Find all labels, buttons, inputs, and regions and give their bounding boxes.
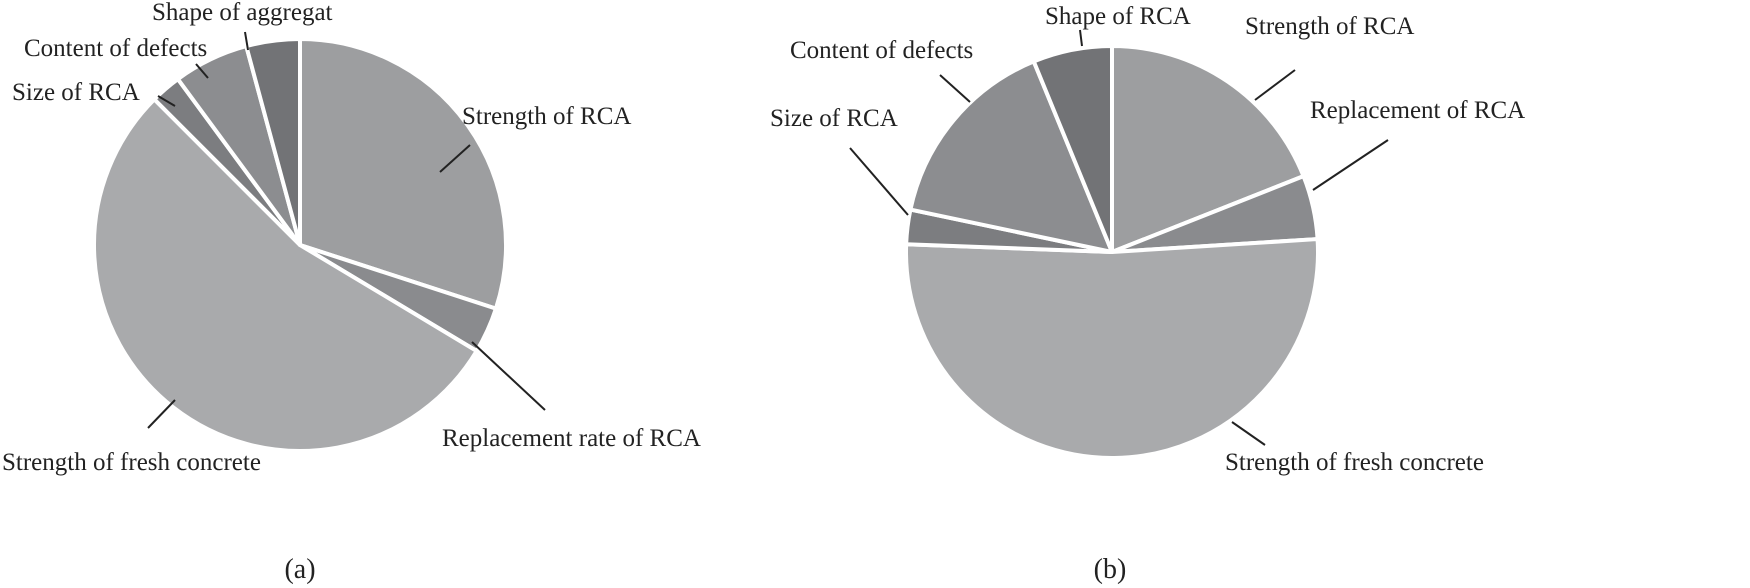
label-b-shape: Shape of RCA (1045, 3, 1191, 30)
leader-b-1 (1312, 139, 1389, 191)
label-a-fresh: Strength of fresh concrete (2, 449, 261, 476)
pie-b (904, 44, 1320, 461)
leader-a-1 (471, 341, 546, 411)
label-b-content: Content of defects (790, 37, 973, 64)
leader-b-3 (849, 147, 909, 216)
pie-slice-5 (1031, 44, 1114, 254)
leader-a-0 (439, 144, 471, 173)
leader-b-4 (939, 74, 971, 103)
label-b-fresh: Strength of fresh concrete (1225, 449, 1484, 476)
leader-a-2 (147, 399, 176, 429)
leader-b-2 (1231, 421, 1266, 446)
label-a-strength-rca: Strength of RCA (462, 103, 631, 130)
label-b-strength-rca: Strength of RCA (1245, 13, 1414, 40)
leader-a-3 (157, 95, 176, 107)
pie-a (92, 37, 508, 453)
label-a-replacement: Replacement rate of RCA (442, 425, 701, 452)
label-a-shape: Shape of aggregat (152, 0, 333, 26)
leader-a-5 (244, 31, 249, 51)
leader-b-0 (1254, 69, 1296, 101)
label-b-replacement: Replacement of RCA (1310, 97, 1525, 124)
pie-slice-2 (92, 97, 479, 453)
pie-slice-5 (244, 37, 302, 247)
caption-a: (a) (284, 554, 315, 585)
leader-b-5 (1079, 29, 1083, 47)
pie-slice-0 (298, 37, 508, 311)
label-a-size: Size of RCA (12, 79, 140, 106)
pie-slice-2 (904, 237, 1320, 461)
label-a-content: Content of defects (24, 35, 207, 62)
pie-slice-0 (1110, 44, 1306, 254)
leader-a-4 (195, 63, 209, 79)
pie-slice-4 (908, 59, 1114, 254)
label-b-size: Size of RCA (770, 105, 898, 132)
caption-b: (b) (1094, 554, 1127, 585)
